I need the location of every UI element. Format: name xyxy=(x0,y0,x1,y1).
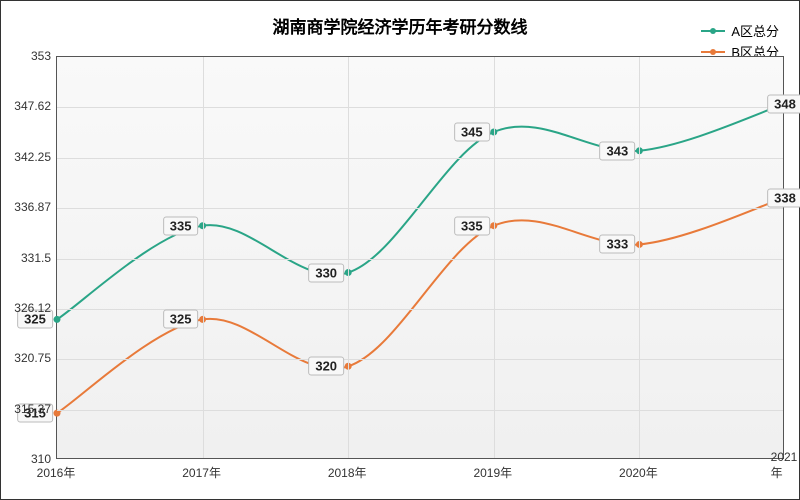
x-tick-label: 2020年 xyxy=(619,464,658,481)
x-tick-label: 2018年 xyxy=(328,464,367,481)
data-label: 325 xyxy=(163,310,199,329)
y-tick-label: 326.12 xyxy=(6,301,51,315)
legend-swatch-a xyxy=(701,30,725,32)
gridline-h xyxy=(57,158,783,159)
data-label: 338 xyxy=(767,188,800,207)
y-tick-label: 315.37 xyxy=(6,402,51,416)
gridline-h xyxy=(57,259,783,260)
y-tick-label: 336.87 xyxy=(6,200,51,214)
x-tick-label: 2016年 xyxy=(37,464,76,481)
legend-swatch-b xyxy=(701,51,725,53)
chart-title: 湖南商学院经济学历年考研分数线 xyxy=(1,13,799,38)
data-label: 330 xyxy=(308,263,344,282)
x-tick-label: 2019年 xyxy=(473,464,512,481)
line-a xyxy=(57,104,785,320)
gridline-v xyxy=(639,57,640,458)
gridline-h xyxy=(57,208,783,209)
y-tick-label: 320.75 xyxy=(6,351,51,365)
gridline-v xyxy=(494,57,495,458)
legend-item-a: A区总分 xyxy=(701,21,779,40)
data-point xyxy=(54,410,61,417)
data-label: 343 xyxy=(600,141,636,160)
data-label: 333 xyxy=(600,235,636,254)
y-tick-label: 331.5 xyxy=(6,251,51,265)
gridline-h xyxy=(57,359,783,360)
data-label: 335 xyxy=(454,216,490,235)
data-label: 335 xyxy=(163,216,199,235)
data-point xyxy=(54,316,61,323)
y-tick-label: 342.25 xyxy=(6,150,51,164)
chart-container: 湖南商学院经济学历年考研分数线 A区总分 B区总分 32533533034534… xyxy=(0,0,800,500)
plot-area: 325335330345343348315325320335333338 xyxy=(56,56,784,459)
chart-lines xyxy=(57,57,783,458)
data-label: 345 xyxy=(454,122,490,141)
x-tick-label: 2017年 xyxy=(182,464,221,481)
data-label: 348 xyxy=(767,94,800,113)
x-tick-label: 2021年 xyxy=(771,450,798,481)
data-label: 320 xyxy=(308,357,344,376)
legend-label-a: A区总分 xyxy=(731,21,779,40)
y-tick-label: 347.62 xyxy=(6,99,51,113)
gridline-h xyxy=(57,410,783,411)
gridline-h xyxy=(57,107,783,108)
gridline-v xyxy=(348,57,349,458)
y-tick-label: 353 xyxy=(6,49,51,63)
gridline-v xyxy=(203,57,204,458)
